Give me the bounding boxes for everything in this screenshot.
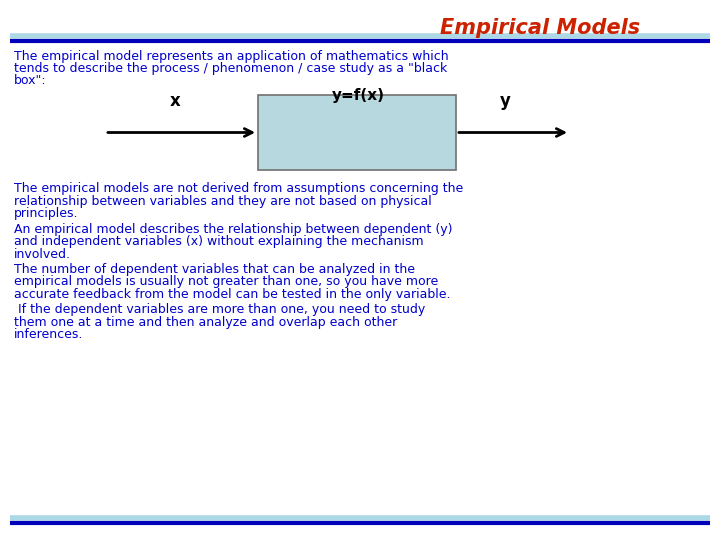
Text: empirical models is usually not greater than one, so you have more: empirical models is usually not greater …	[14, 275, 438, 288]
Text: x: x	[170, 92, 181, 111]
Text: An empirical model describes the relationship between dependent (y): An empirical model describes the relatio…	[14, 222, 452, 235]
Text: The empirical models are not derived from assumptions concerning the: The empirical models are not derived fro…	[14, 182, 463, 195]
Text: y=f(x): y=f(x)	[331, 88, 384, 103]
Text: box":: box":	[14, 74, 47, 87]
Text: inferences.: inferences.	[14, 328, 84, 341]
Bar	[258, 95, 456, 170]
Text: The empirical model represents an application of mathematics which: The empirical model represents an applic…	[14, 50, 449, 63]
Text: The number of dependent variables that can be analyzed in the: The number of dependent variables that c…	[14, 263, 415, 276]
Text: relationship between variables and they are not based on physical: relationship between variables and they …	[14, 194, 432, 207]
Text: Empirical Models: Empirical Models	[440, 18, 640, 38]
Text: and independent variables (x) without explaining the mechanism: and independent variables (x) without ex…	[14, 235, 423, 248]
Text: tends to describe the process / phenomenon / case study as a "black: tends to describe the process / phenomen…	[14, 62, 447, 75]
Text: principles.: principles.	[14, 207, 78, 220]
Text: accurate feedback from the model can be tested in the only variable.: accurate feedback from the model can be …	[14, 288, 451, 301]
Text: involved.: involved.	[14, 247, 71, 260]
Text: y: y	[500, 92, 510, 111]
Text: If the dependent variables are more than one, you need to study: If the dependent variables are more than…	[14, 303, 426, 316]
Text: them one at a time and then analyze and overlap each other: them one at a time and then analyze and …	[14, 316, 397, 329]
